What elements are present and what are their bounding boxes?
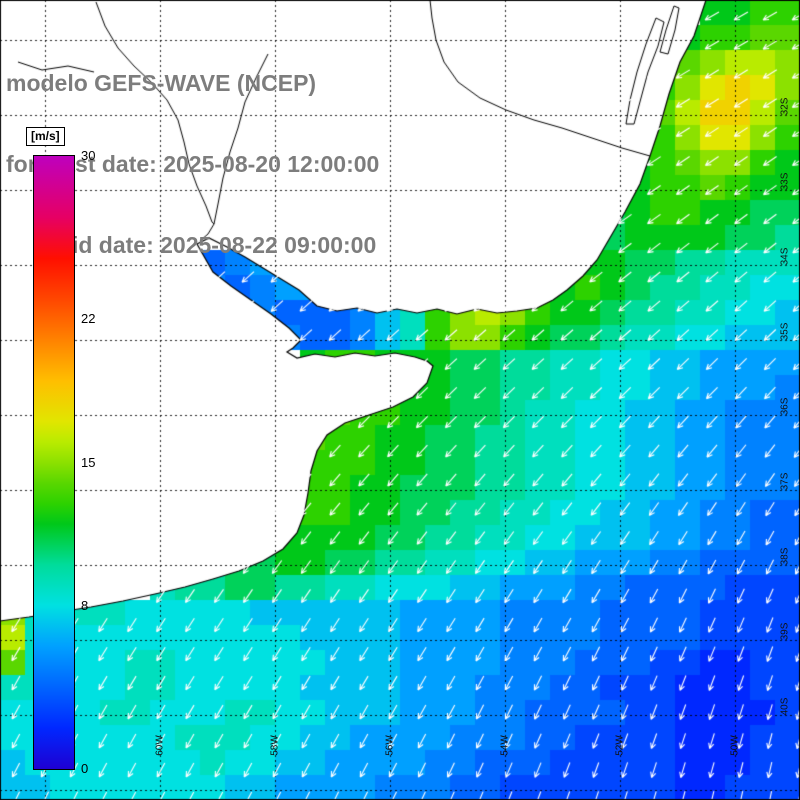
latitude-label: 37S [779,472,791,491]
model-name: modelo GEFS-WAVE (NCEP) [6,70,317,96]
latitude-label: 32S [779,97,791,116]
latitude-label: 40S [779,697,791,716]
colorbar-tick-label: 15 [81,454,96,470]
longitude-label: 50W [729,735,741,756]
colorbar-tick-label: 8 [81,597,89,613]
latitude-label: 38S [779,547,791,566]
latitude-label: 39S [779,622,791,641]
longitude-label: 56W [384,735,396,756]
latitude-label: 35S [779,322,791,341]
colorbar-tick-label: 30 [81,148,96,163]
latitude-label: 33S [779,172,791,191]
colorbar-unit-label: [m/s] [26,127,65,146]
colorbar-tick-label: 0 [81,761,89,776]
valid-date: valid date: 2025-08-22 09:00:00 [40,232,377,258]
latitude-label: 34S [779,247,791,266]
colorbar-gradient [33,155,75,770]
longitude-label: 54W [499,735,511,756]
longitude-label: 52W [614,735,626,756]
colorbar-tick-label: 22 [81,311,96,327]
longitude-label: 60W [154,735,166,756]
longitude-label: 58W [269,735,281,756]
latitude-label: 36S [779,397,791,416]
